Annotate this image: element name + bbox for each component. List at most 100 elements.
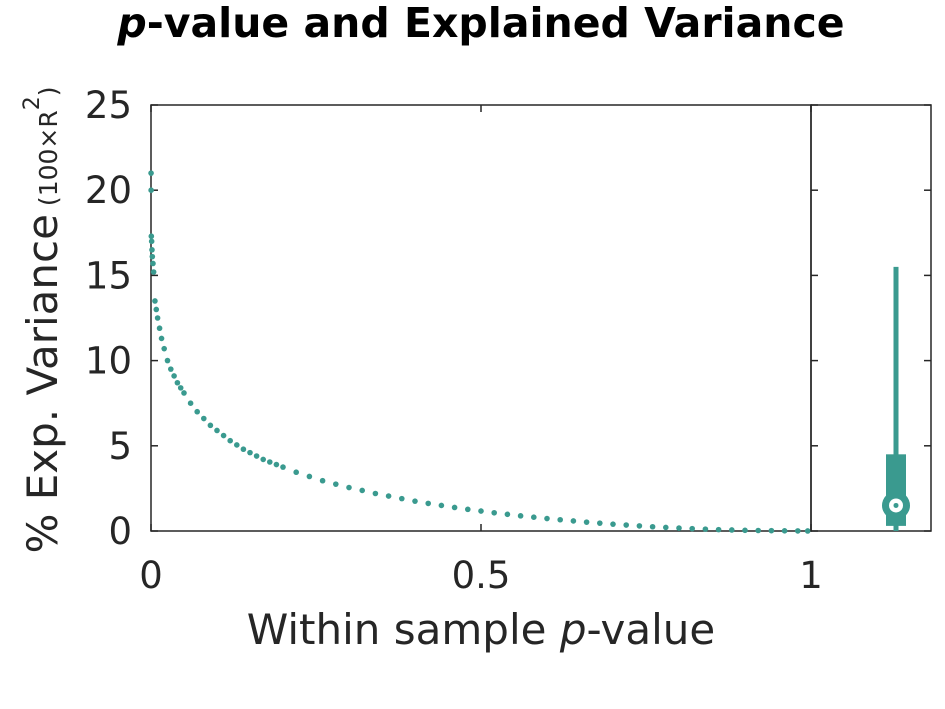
scatter-point xyxy=(150,260,156,267)
scatter-point xyxy=(306,473,313,480)
scatter-point xyxy=(795,528,801,534)
y-tick-label: 15 xyxy=(85,254,132,297)
scatter-point xyxy=(804,528,811,534)
scatter-point xyxy=(181,390,187,396)
scatter-point xyxy=(149,253,156,260)
xlabel-italic: p xyxy=(559,605,587,654)
scatter-point xyxy=(610,521,616,527)
scatter-point xyxy=(154,315,161,321)
scatter-point xyxy=(544,515,550,522)
ylabel-unit-close: ) xyxy=(34,86,63,96)
x-tick-label: 1 xyxy=(799,554,823,597)
title-italic: p xyxy=(116,0,146,47)
scatter-point xyxy=(214,427,220,434)
scatter-point xyxy=(187,400,194,407)
scatter-point xyxy=(158,335,165,342)
scatter-point xyxy=(148,170,154,176)
y-axis-ticks: 0 5 10 15 20 25 xyxy=(85,84,158,553)
box-panel-ticks xyxy=(811,104,931,532)
scatter-point xyxy=(583,519,590,525)
scatter-point xyxy=(676,525,682,531)
y-tick-label: 5 xyxy=(108,425,132,468)
scatter-point xyxy=(531,514,537,520)
ylabel-unit-sup: 2 xyxy=(20,96,45,110)
scatter-point xyxy=(649,523,656,530)
scatter-point xyxy=(715,526,722,533)
scatter-point xyxy=(194,408,200,415)
scatter-point xyxy=(504,511,511,518)
x-tick-label: 0.5 xyxy=(452,554,511,597)
scatter-point xyxy=(174,379,181,386)
scatter-point xyxy=(491,509,498,516)
scatter-point xyxy=(227,437,233,444)
scatter-point xyxy=(702,526,709,532)
scatter-point xyxy=(333,481,339,487)
scatter-point xyxy=(451,504,458,511)
scatter-point xyxy=(385,493,392,499)
y-tick-label: 10 xyxy=(85,340,132,383)
scatter-point xyxy=(260,456,267,463)
scatter-point xyxy=(768,527,775,534)
scatter-point xyxy=(293,469,300,476)
scatter-point xyxy=(597,520,603,526)
scatter-point xyxy=(517,513,524,519)
x-axis-label: Within sample p-value xyxy=(247,605,715,654)
y-axis-label: % Exp. Variance (100×R2) xyxy=(18,86,67,553)
scatter-point xyxy=(438,502,445,509)
y-tick-label: 20 xyxy=(85,169,132,212)
scatter-point xyxy=(148,233,155,240)
scatter-point xyxy=(781,528,788,534)
x-tick-label: 0 xyxy=(139,554,163,597)
xlabel-pre: Within sample xyxy=(247,605,560,654)
box-panel-frame xyxy=(810,104,932,532)
scatter-point xyxy=(201,415,207,422)
scatter-point xyxy=(150,269,157,275)
box-panel xyxy=(810,104,932,532)
scatter-point xyxy=(267,459,273,465)
scatter-points xyxy=(148,170,811,534)
chart-title: p-value and Explained Variance xyxy=(116,0,844,47)
scatter-point xyxy=(153,306,160,313)
scatter-point xyxy=(359,487,366,494)
xlabel-post: -value xyxy=(586,605,715,654)
scatter-point xyxy=(663,524,669,531)
scatter-point xyxy=(152,298,158,304)
scatter-point xyxy=(240,446,247,453)
scatter-point xyxy=(570,518,577,524)
scatter-point xyxy=(247,449,253,456)
scatter-point xyxy=(346,484,352,491)
scatter-point xyxy=(636,523,643,529)
scatter-point xyxy=(220,432,227,439)
ylabel-unit: (100×R xyxy=(34,110,63,206)
y-axis-label-text: % Exp. Variance (100×R2) xyxy=(18,86,67,553)
scatter-panel-frame xyxy=(150,104,812,532)
scatter-point xyxy=(478,508,484,514)
box-median-dot xyxy=(893,502,899,508)
scatter-point xyxy=(164,357,171,364)
scatter-point xyxy=(372,490,379,497)
scatter-point xyxy=(623,522,629,528)
scatter-point xyxy=(557,516,563,523)
scatter-point xyxy=(399,495,405,502)
scatter-point xyxy=(425,500,432,507)
scatter-point xyxy=(273,461,280,468)
scatter-point xyxy=(742,527,748,534)
scatter-point xyxy=(149,247,155,253)
scatter-point xyxy=(253,453,260,459)
scatter-point xyxy=(412,498,418,504)
y-tick-label: 25 xyxy=(85,84,132,127)
scatter-point xyxy=(171,373,177,379)
scatter-point xyxy=(755,527,761,534)
scatter-point xyxy=(161,345,167,352)
scatter-point xyxy=(168,366,174,372)
x-axis-ticks: 0 0.5 1 xyxy=(139,105,823,597)
scatter-point xyxy=(234,442,240,448)
boxplot xyxy=(882,266,910,531)
y-tick-label: 0 xyxy=(108,510,132,553)
scatter-point xyxy=(319,477,326,484)
scatter-point xyxy=(148,187,154,193)
scatter-point xyxy=(207,422,214,429)
ylabel-main: % Exp. Variance xyxy=(18,214,67,553)
scatter-point xyxy=(465,506,471,513)
